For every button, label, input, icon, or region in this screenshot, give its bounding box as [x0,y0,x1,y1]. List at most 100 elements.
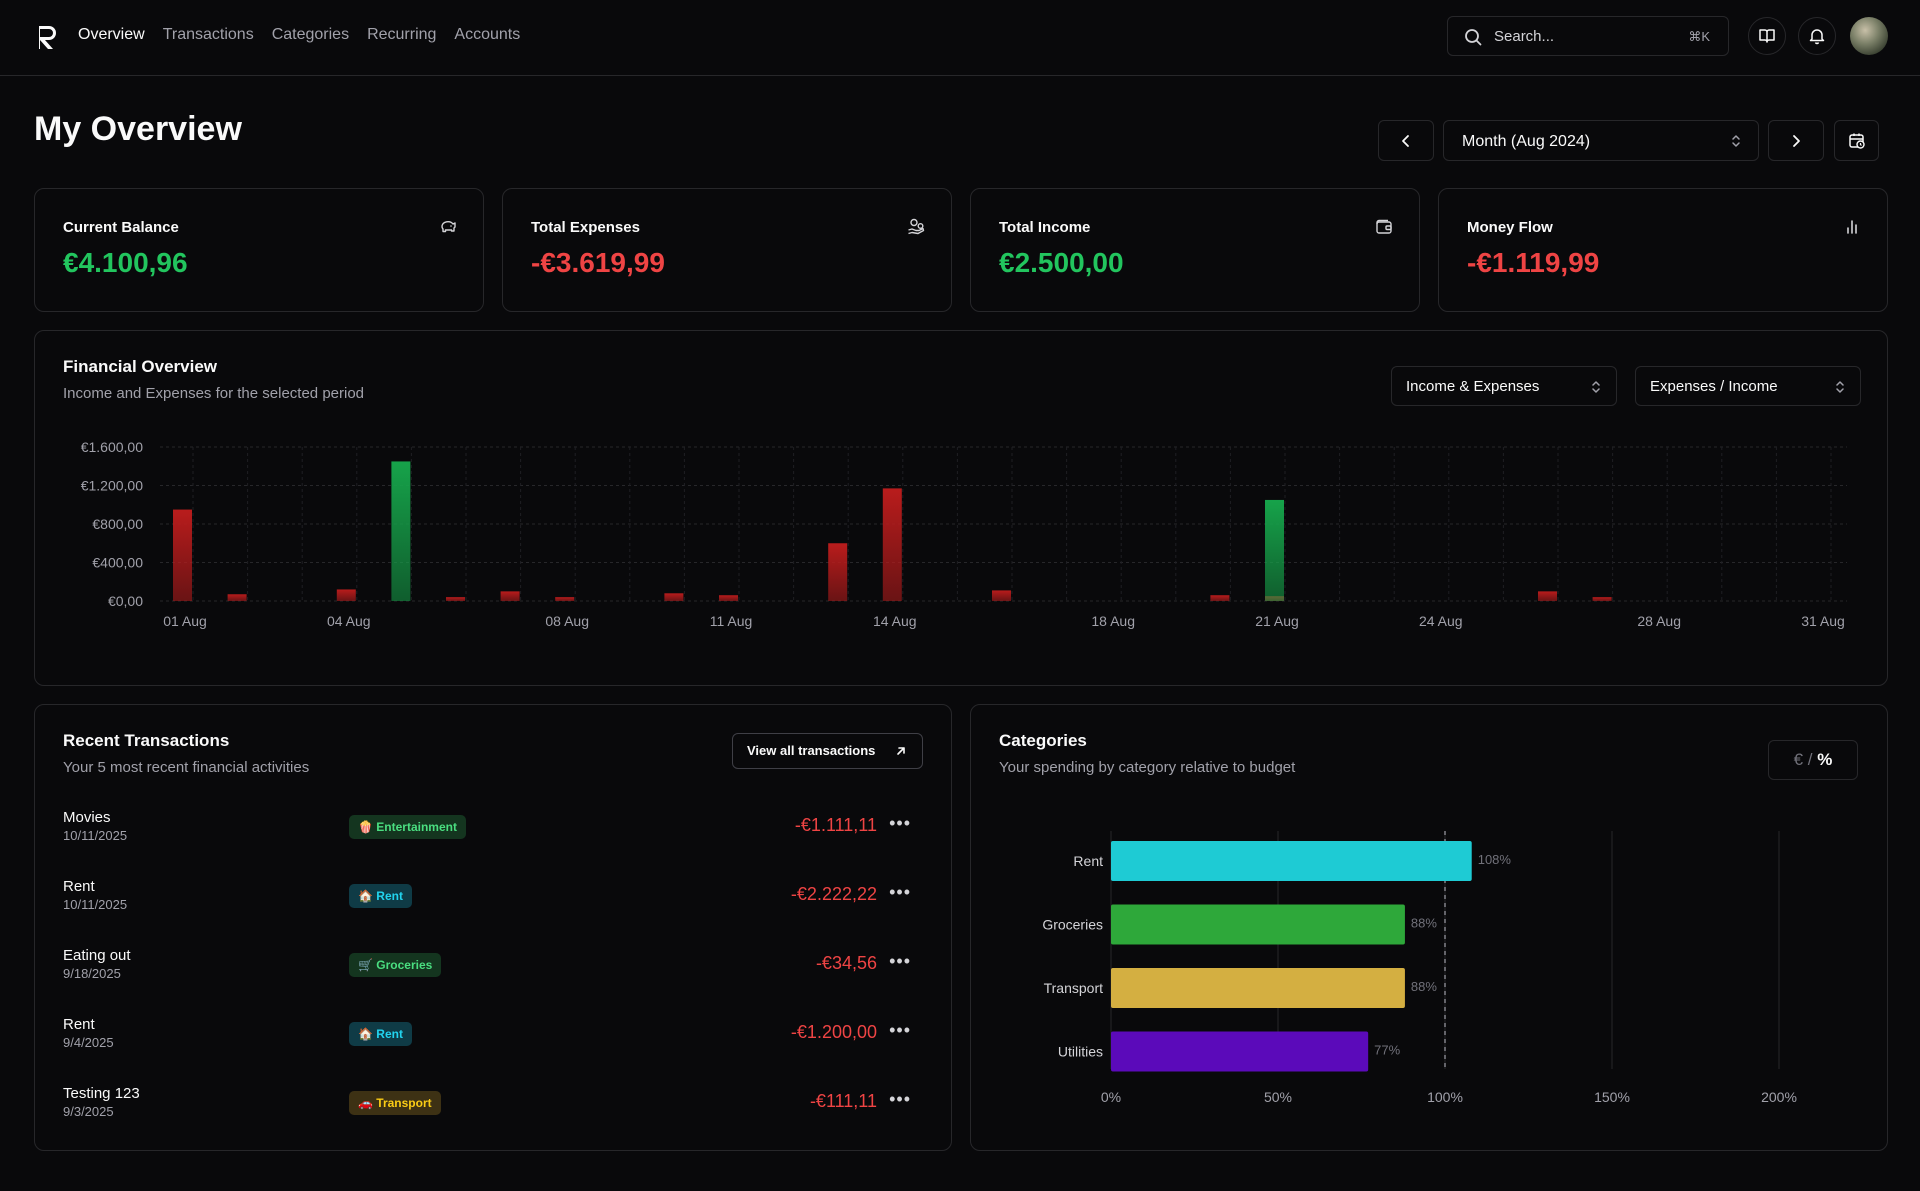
chart-bar [992,590,1011,601]
top-nav-bar: Overview Transactions Categories Recurri… [0,0,1920,76]
chart-bar [719,595,738,601]
card-subtitle: Income and Expenses for the selected per… [63,385,365,402]
book-icon [1759,29,1775,43]
period-select[interactable]: Month (Aug 2024) [1443,120,1759,161]
x-tick-label: 14 Aug [873,613,917,629]
category-label: Groceries [1042,917,1103,933]
transaction-name: Testing 123 [63,1085,140,1102]
x-tick-label: 50% [1264,1089,1292,1105]
transaction-date: 9/3/2025 [63,1104,114,1119]
search-placeholder: Search... [1494,28,1555,45]
search-input[interactable]: Search... ⌘K [1447,16,1729,56]
avatar[interactable] [1850,17,1888,55]
x-tick-label: 21 Aug [1255,613,1299,629]
stat-card-total-income: Total Income €2.500,00 [970,188,1420,312]
stat-card-current-balance: Current Balance €4.100,96 [34,188,484,312]
chart-bar [664,593,684,601]
transaction-row[interactable]: Movies 10/11/2025 🍿 Entertainment -€1.111,1… [63,805,949,855]
category-label: Rent [1073,853,1103,869]
period-select-label: Month (Aug 2024) [1462,133,1591,150]
stat-title: Current Balance [63,219,179,236]
x-tick-label: 0% [1101,1089,1121,1105]
chart-bar [1592,597,1612,601]
x-tick-label: 18 Aug [1091,613,1135,629]
calendar-button[interactable] [1834,120,1879,161]
more-options-icon[interactable]: ••• [889,951,911,971]
category-bar [1111,968,1405,1008]
chart-type-select-label: Income & Expenses [1406,378,1540,395]
bell-icon [1809,29,1825,45]
financial-overview-card: Financial Overview Income and Expenses f… [34,330,1888,686]
docs-button[interactable] [1748,17,1786,55]
stat-value: €2.500,00 [999,247,1124,278]
transaction-row[interactable]: Eating out 9/18/2025 🛒 Groceries -€34,56 ••• [63,943,949,993]
notifications-button[interactable] [1798,17,1836,55]
percent-toggle-option[interactable]: % [1817,750,1833,769]
hand-coins-icon [908,218,925,235]
chart-bar [828,543,848,601]
wallet-icon [1376,219,1392,234]
transaction-row[interactable]: Rent 10/11/2025 🏠 Rent -€2.222,22 ••• [63,874,949,924]
transaction-row[interactable]: Testing 123 9/3/2025 🚗 Transport -€111,11 ••… [63,1081,949,1131]
y-tick-label: €0,00 [108,593,143,609]
chart-bar [555,597,575,601]
chevrons-up-down-icon [1732,135,1740,147]
stat-title: Money Flow [1467,219,1553,236]
stat-card-total-expenses: Total Expenses -€3.619,99 [502,188,952,312]
chart-type-select[interactable]: Income & Expenses [1391,366,1617,406]
nav-transactions[interactable]: Transactions [162,26,254,43]
transaction-name: Rent [63,878,95,895]
nav-recurring[interactable]: Recurring [367,26,437,43]
currency-percent-toggle[interactable]: € / % [1768,740,1858,780]
calendar-clock-icon [1848,133,1865,149]
next-period-button[interactable] [1768,120,1824,161]
view-all-label: View all transactions [747,743,876,758]
y-tick-label: €800,00 [92,516,143,532]
x-tick-label: 200% [1761,1089,1797,1105]
category-badge[interactable]: 🚗 Transport [349,1091,441,1115]
card-subtitle: Your spending by category relative to bu… [999,759,1296,776]
category-bar [1111,1031,1369,1072]
x-tick-label: 24 Aug [1419,613,1463,629]
categories-card: Categories Your spending by category rel… [970,704,1888,1151]
euro-toggle-option[interactable]: € [1793,750,1804,769]
stat-value: €4.100,96 [63,247,188,278]
chart-bar [173,509,192,601]
stat-value: -€1.119,99 [1467,247,1600,278]
view-all-transactions-button[interactable]: View all transactions [732,733,923,769]
category-value-label: 88% [1411,979,1437,994]
category-budget-chart: 0% 50% 100% 150% 200% Rent 108% Groceries 88% Tra… [1042,831,1797,1105]
transaction-name: Rent [63,1016,95,1033]
main-nav: Overview Transactions Categories Recurri… [78,26,520,44]
nav-categories[interactable]: Categories [271,26,350,43]
category-badge[interactable]: 🛒 Groceries [349,953,442,977]
chart-grid [160,446,1847,602]
nav-overview[interactable]: Overview [78,26,145,43]
chart-bar [391,461,411,601]
chart-view-select[interactable]: Expenses / Income [1635,366,1861,406]
nav-accounts[interactable]: Accounts [454,26,521,43]
stat-title: Total Expenses [531,219,640,236]
transaction-amount: -€1.200,00 [790,1022,877,1042]
page-title: My Overview [34,110,242,148]
previous-period-button[interactable] [1378,120,1434,161]
category-badge[interactable]: 🏠 Rent [349,1022,412,1046]
more-options-icon[interactable]: ••• [889,882,911,902]
x-tick-label: 11 Aug [710,613,753,629]
search-shortcut: ⌘K [1688,29,1710,44]
more-options-icon[interactable]: ••• [889,1089,911,1109]
y-tick-label: €1.600,00 [81,439,143,455]
category-badge[interactable]: 🏠 Rent [349,884,412,908]
more-options-icon[interactable]: ••• [889,1020,911,1040]
card-title: Categories [999,731,1087,750]
category-badge[interactable]: 🍿 Entertainment [349,815,466,839]
y-tick-label: €400,00 [92,555,143,571]
chevrons-up-down-icon [1836,381,1844,393]
more-options-icon[interactable]: ••• [889,813,911,833]
transaction-date: 9/4/2025 [63,1035,114,1050]
x-tick-label: 04 Aug [327,613,371,629]
app-logo-icon[interactable] [36,24,60,50]
recent-transactions-card: Recent Transactions Your 5 most recent f… [34,704,952,1151]
transaction-row[interactable]: Rent 9/4/2025 🏠 Rent -€1.200,00 ••• [63,1012,949,1062]
transaction-date: 10/11/2025 [63,897,128,912]
